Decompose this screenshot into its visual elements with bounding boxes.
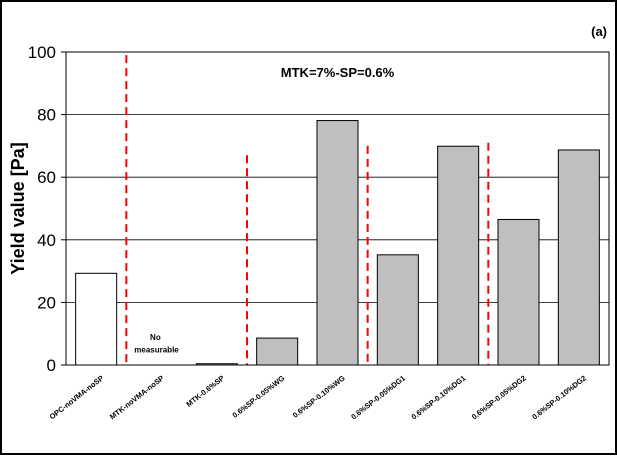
no-measurable-note: No measurable xyxy=(134,333,179,355)
y-tick-label: 40 xyxy=(37,231,56,250)
bars xyxy=(75,120,600,366)
y-tick-label: 0 xyxy=(47,356,56,375)
bar xyxy=(75,272,118,366)
y-axis-title: Yield value [Pa] xyxy=(8,142,28,274)
no-measurable-note-line-2: measurable xyxy=(134,345,179,354)
plot-area-frame xyxy=(65,51,610,366)
bar xyxy=(557,149,600,366)
y-tick-label: 100 xyxy=(28,43,56,62)
y-tick-label: 60 xyxy=(37,168,56,187)
group-separators xyxy=(125,55,490,365)
bar xyxy=(376,254,419,366)
y-tick-label: 20 xyxy=(37,293,56,312)
bar xyxy=(497,218,540,366)
y-axis-ticks: 0 20 40 60 80 100 xyxy=(28,43,66,375)
bar xyxy=(256,337,299,366)
bar xyxy=(316,120,359,366)
bar xyxy=(437,145,480,366)
no-measurable-note-line-1: No xyxy=(150,333,161,342)
panel-label: (a) xyxy=(591,24,607,39)
chart-annotation: MTK=7%-SP=0.6% xyxy=(281,65,395,80)
y-tick-label: 80 xyxy=(37,106,56,125)
